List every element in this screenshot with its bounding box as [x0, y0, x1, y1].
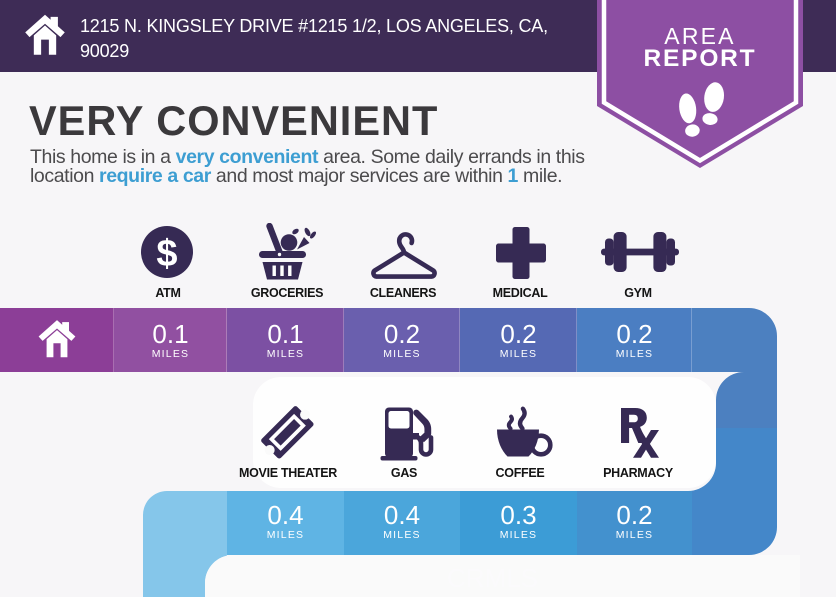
svg-text:$: $: [156, 233, 177, 275]
